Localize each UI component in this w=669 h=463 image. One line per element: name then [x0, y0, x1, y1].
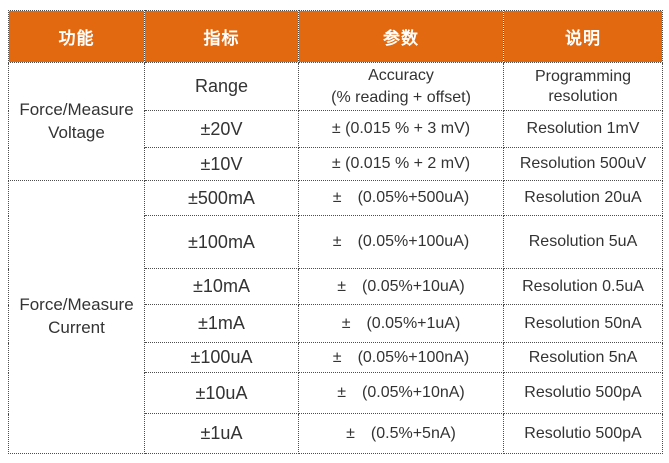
cell-spec: ±1mA: [144, 304, 299, 343]
cell-param: ± (0.015 % + 2 mV): [298, 147, 504, 181]
cell-param: ± (0.015 % + 3 mV): [298, 110, 504, 148]
table-row: ±10V ± (0.015 % + 2 mV) Resolution 500uV: [9, 147, 663, 181]
cell-param: ± (0.05%+10nA): [298, 372, 504, 414]
cell-note: Resolutio 500pA: [503, 413, 663, 454]
cell-spec: ±500mA: [144, 180, 299, 216]
header-cell-spec: 指标: [144, 10, 299, 63]
cell-note: Resolution 5uA: [503, 215, 663, 269]
table-row: ±100mA ± (0.05%+100uA) Resolution 5uA: [9, 215, 663, 269]
cell-note: Programming resolution: [503, 62, 663, 111]
cell-spec: ±100uA: [144, 342, 299, 373]
cell-note: Resolution 50nA: [503, 304, 663, 343]
cell-param: ± (0.05%+100nA): [298, 342, 504, 373]
cell-note: Resolution 20uA: [503, 180, 663, 216]
cell-spec: ±10V: [144, 147, 299, 181]
table-row: ±10mA ± (0.05%+10uA) Resolution 0.5uA: [9, 268, 663, 305]
table-body: Force/Measure Voltage Range Accuracy (% …: [8, 62, 663, 454]
cell-spec: ±10mA: [144, 268, 299, 305]
table-row: ±10uA ± (0.05%+10nA) Resolutio 500pA: [9, 372, 663, 414]
header-cell-function: 功能: [8, 10, 145, 63]
cell-note: Resolution 0.5uA: [503, 268, 663, 305]
header-cell-param: 参数: [298, 10, 504, 63]
cell-param: ± (0.05%+500uA): [298, 180, 504, 216]
table-row: Force/Measure Voltage Range Accuracy (% …: [8, 62, 663, 181]
cell-spec: ±1uA: [144, 413, 299, 454]
header-row: 功能 指标 参数 说明: [8, 10, 663, 63]
cell-function-voltage: Force/Measure Voltage: [8, 62, 145, 181]
cell-spec: Range: [144, 62, 299, 111]
cell-param: ± (0.05%+10uA): [298, 268, 504, 305]
cell-function-current: Force/Measure Current: [8, 180, 145, 454]
spec-table: 功能 指标 参数 说明 Force/Measure Voltage Range …: [8, 10, 663, 454]
table-row: ±20V ± (0.015 % + 3 mV) Resolution 1mV: [9, 110, 663, 148]
cell-param: Accuracy (% reading + offset): [298, 62, 504, 111]
cell-param: ± (0.5%+5nA): [298, 413, 504, 454]
table-header: 功能 指标 参数 说明: [8, 10, 663, 63]
cell-param: ± (0.05%+100uA): [298, 215, 504, 269]
table-row: ±100uA ± (0.05%+100nA) Resolution 5nA: [9, 342, 663, 373]
cell-param: ± (0.05%+1uA): [298, 304, 504, 343]
table-row: ±1uA ± (0.5%+5nA) Resolutio 500pA: [9, 413, 663, 454]
header-cell-note: 说明: [503, 10, 663, 63]
table-row: Force/Measure Current ±500mA ± (0.05%+50…: [8, 180, 663, 454]
cell-note: Resolution 5nA: [503, 342, 663, 373]
cell-spec: ±10uA: [144, 372, 299, 414]
cell-note: Resolution 500uV: [503, 147, 663, 181]
cell-note: Resolutio 500pA: [503, 372, 663, 414]
cell-note: Resolution 1mV: [503, 110, 663, 148]
cell-spec: ±100mA: [144, 215, 299, 269]
cell-spec: ±20V: [144, 110, 299, 148]
